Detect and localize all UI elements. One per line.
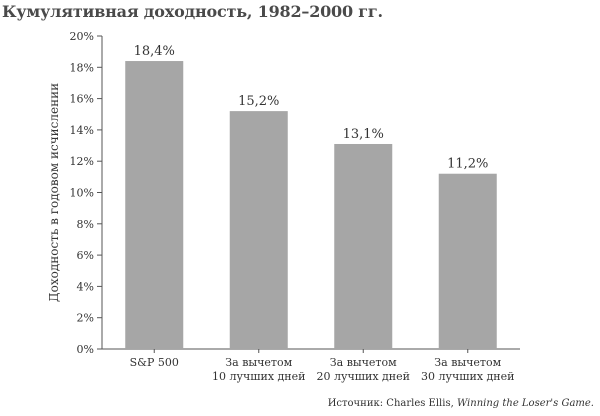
y-tick-label: 12% bbox=[70, 155, 94, 168]
category-label: 10 лучших дней bbox=[212, 370, 305, 383]
y-tick-label: 18% bbox=[70, 61, 94, 74]
y-tick-label: 6% bbox=[77, 249, 94, 262]
y-tick-label: 0% bbox=[77, 343, 94, 356]
chart-title: Кумулятивная доходность, 1982–2000 гг. bbox=[2, 2, 383, 21]
data-label: 11,2% bbox=[447, 157, 488, 172]
bar bbox=[229, 111, 288, 350]
category-label: За вычетом bbox=[434, 356, 501, 369]
y-tick-label: 4% bbox=[77, 280, 94, 293]
y-tick-label: 10% bbox=[70, 187, 94, 200]
y-tick-label: 20% bbox=[70, 30, 94, 43]
y-tick-label: 8% bbox=[77, 218, 94, 231]
category-label: 30 лучших дней bbox=[421, 370, 514, 383]
data-label: 13,1% bbox=[343, 127, 384, 142]
y-tick-label: 14% bbox=[70, 124, 94, 137]
category-label: За вычетом bbox=[330, 356, 397, 369]
data-label: 18,4% bbox=[134, 44, 175, 59]
source-work: Winning the Loser's Game. bbox=[456, 398, 594, 409]
category-label: S&P 500 bbox=[130, 356, 179, 369]
bar bbox=[438, 173, 497, 349]
bar bbox=[125, 61, 184, 349]
bar bbox=[334, 143, 393, 349]
category-label: 20 лучших дней bbox=[317, 370, 410, 383]
source-note: Источник: Charles Ellis, Winning the Los… bbox=[328, 398, 594, 409]
data-label: 15,2% bbox=[238, 94, 279, 109]
source-prefix: Источник: Charles Ellis, bbox=[327, 398, 457, 409]
y-axis-title: Доходность в годовом исчислении bbox=[47, 83, 61, 302]
y-tick-label: 16% bbox=[70, 93, 94, 106]
y-tick-label: 2% bbox=[77, 312, 94, 325]
category-label: За вычетом bbox=[225, 356, 292, 369]
